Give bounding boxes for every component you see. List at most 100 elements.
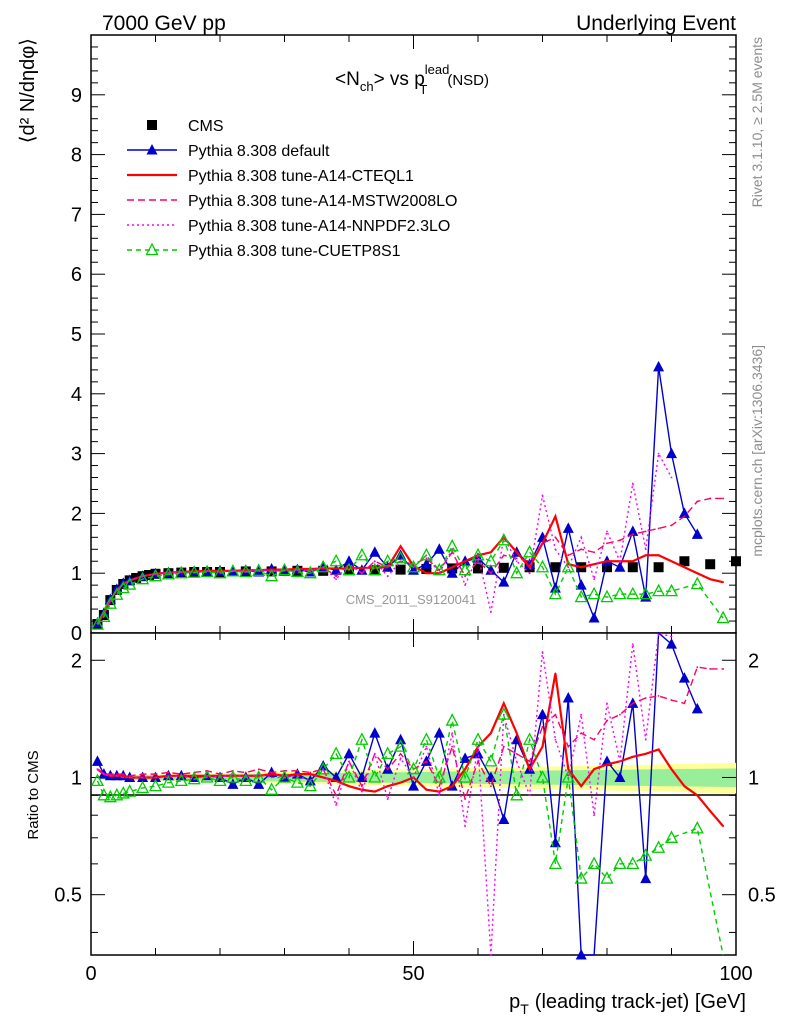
ratio-point	[227, 778, 239, 789]
ratio-point	[587, 856, 601, 870]
data-point	[626, 586, 640, 600]
ratio-point	[373, 790, 376, 793]
ratio-point	[438, 785, 441, 788]
ratio-line	[96, 714, 724, 956]
legend-entry: CMS	[147, 118, 224, 135]
data-point	[670, 476, 673, 479]
y-tick-label-ratio-right: 1	[748, 767, 759, 789]
ratio-point	[528, 794, 531, 797]
data-point	[451, 548, 454, 551]
data-point	[541, 542, 544, 545]
data-point	[265, 568, 279, 582]
data-point	[446, 567, 458, 578]
data-point	[561, 559, 575, 573]
data-point	[562, 522, 574, 533]
ratio-uncertainty-band	[97, 762, 736, 794]
data-point	[335, 575, 337, 578]
ratio-point	[432, 770, 446, 783]
data-point	[464, 584, 466, 587]
ratio-point	[438, 794, 441, 797]
y-tick-label-top: 4	[71, 384, 82, 406]
data-point	[161, 566, 175, 580]
ratio-point	[90, 773, 105, 787]
header-right: Underlying Event	[576, 12, 736, 35]
data-point	[670, 524, 673, 527]
data-point	[631, 533, 634, 536]
ratio-point	[335, 779, 337, 782]
data-point	[335, 567, 337, 570]
data-point	[420, 558, 432, 569]
data-point	[167, 572, 170, 575]
ratio-point	[484, 753, 498, 767]
data-point	[678, 507, 690, 518]
ratio-point	[600, 871, 614, 884]
ratio-point	[213, 773, 227, 787]
chart-title-lead: lead	[425, 62, 450, 77]
ratio-point	[412, 776, 415, 779]
data-point	[709, 578, 712, 581]
x-axis-label-rest: (leading track-jet) [GeV]	[535, 991, 746, 1013]
ratio-point	[123, 784, 137, 797]
data-point	[342, 562, 356, 576]
ratio-point	[626, 856, 640, 870]
legend-label: Pythia 8.308 tune-A14-NNPDF2.3LO	[188, 218, 450, 235]
data-point	[722, 497, 724, 500]
x-tick-label: 50	[402, 963, 424, 985]
data-point	[498, 562, 509, 573]
data-point	[252, 563, 266, 576]
data-point	[497, 532, 511, 546]
data-point	[644, 530, 647, 533]
data-point	[381, 553, 395, 567]
ratio-series-pythia-8-308-tune-cuetp8s1	[90, 707, 724, 956]
ratio-point	[239, 773, 253, 787]
ratio-point	[554, 713, 557, 716]
ratio-point	[652, 840, 666, 853]
ratio-point	[296, 769, 299, 772]
y-tick-label-ratio-right: 0.5	[748, 885, 776, 907]
data-point	[369, 565, 380, 576]
data-point	[593, 551, 595, 554]
data-point	[575, 579, 587, 590]
ratio-point	[666, 638, 677, 649]
data-point	[653, 360, 665, 372]
ratio-point	[537, 708, 548, 720]
ratio-series-pythia-8-308-tune-a14-cteql1	[96, 672, 724, 828]
ratio-point	[290, 775, 304, 788]
data-point	[510, 565, 524, 579]
side-text-rivet: Rivet 3.1.10, ≥ 2.5M events	[749, 37, 765, 207]
data-point	[528, 560, 531, 563]
ratio-point	[644, 738, 647, 741]
ratio-point	[541, 651, 544, 653]
ratio-point	[548, 856, 562, 870]
data-point	[587, 586, 601, 600]
ratio-point	[369, 727, 381, 738]
y-axis-label-top: ⟨d² N/dηdφ⟩	[17, 38, 39, 143]
ratio-line	[97, 632, 672, 956]
data-point	[690, 576, 704, 590]
legend-label: Pythia 8.308 tune-CUETP8S1	[188, 243, 401, 260]
ratio-point	[342, 770, 356, 783]
legend-entry: Pythia 8.308 tune-A14-NNPDF2.3LO	[127, 218, 450, 235]
data-point	[296, 569, 299, 572]
data-point	[657, 554, 660, 557]
data-point	[386, 575, 389, 578]
ratio-point	[619, 713, 621, 716]
data-point	[567, 566, 570, 569]
data-point	[614, 561, 626, 572]
data-point	[335, 578, 337, 581]
ratio-point	[593, 768, 595, 771]
data-point	[471, 547, 485, 561]
ratio-point	[451, 732, 454, 735]
ratio-point	[445, 713, 459, 726]
data-point	[639, 586, 653, 600]
data-point	[602, 562, 612, 573]
ratio-point	[515, 760, 518, 763]
ratio-point	[554, 672, 557, 675]
ratio-point	[368, 770, 382, 783]
data-point	[148, 568, 163, 582]
x-axis-label-t: T	[520, 1001, 529, 1017]
series-pythia-8-308-tune-cuetp8s1	[90, 532, 730, 630]
data-point	[705, 559, 716, 570]
ratio-point	[425, 760, 428, 763]
ratio-line	[97, 666, 724, 802]
